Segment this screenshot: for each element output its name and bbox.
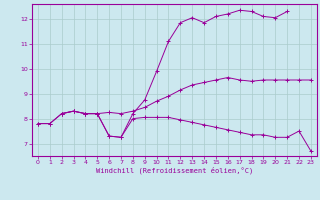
- X-axis label: Windchill (Refroidissement éolien,°C): Windchill (Refroidissement éolien,°C): [96, 167, 253, 174]
